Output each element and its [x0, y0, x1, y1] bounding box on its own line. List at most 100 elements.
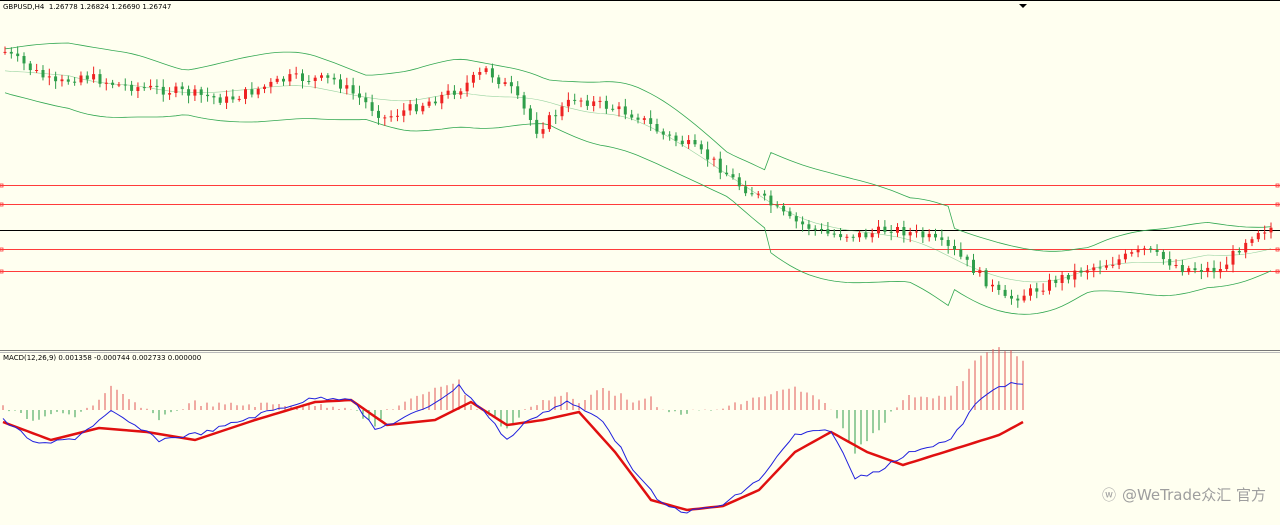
- level-handle-left[interactable]: [0, 183, 4, 188]
- candle-body: [1206, 267, 1210, 272]
- level-handle-left[interactable]: [0, 202, 4, 207]
- candle-body: [1180, 265, 1184, 273]
- candle-body: [1136, 249, 1140, 253]
- candle-body: [680, 140, 684, 145]
- candle-body: [547, 115, 551, 130]
- candle-body: [161, 86, 165, 95]
- candle-body: [142, 87, 146, 89]
- candle-body: [655, 124, 659, 132]
- candle-body: [636, 117, 640, 120]
- candle-body: [1085, 270, 1089, 273]
- candle-body: [1010, 295, 1013, 299]
- candle-body: [1199, 270, 1203, 272]
- candle-body: [35, 70, 39, 71]
- candle-body: [769, 195, 773, 206]
- macd-pane[interactable]: [2, 347, 1024, 514]
- candle-body: [275, 78, 279, 82]
- candle-body: [832, 233, 836, 235]
- candle-body: [579, 100, 583, 102]
- candle-body: [237, 98, 241, 100]
- candle-body: [149, 85, 153, 88]
- candle-body: [934, 233, 937, 238]
- price-pane[interactable]: [0, 0, 1280, 315]
- candle-body: [1155, 249, 1159, 252]
- candle-body: [414, 104, 418, 112]
- candle-body: [136, 87, 140, 91]
- candle-body: [1029, 288, 1032, 296]
- level-handle-right[interactable]: [1275, 183, 1280, 188]
- candle-body: [212, 96, 216, 98]
- level-handle-right[interactable]: [1275, 202, 1280, 207]
- level-handle-right[interactable]: [1275, 269, 1280, 274]
- candle-body: [642, 118, 646, 120]
- candle-body: [370, 102, 374, 111]
- candle-body: [288, 74, 292, 82]
- candle-body: [1218, 269, 1222, 273]
- macd-histogram: [2, 347, 1024, 454]
- candle-body: [1098, 267, 1102, 269]
- candle-body: [1003, 289, 1007, 296]
- candle-body: [484, 68, 488, 72]
- candle-body: [991, 284, 994, 287]
- candle-body: [731, 174, 735, 178]
- candle-body: [896, 227, 899, 233]
- candle-body: [187, 89, 191, 96]
- candle-body: [839, 234, 843, 238]
- chart-shift-marker-icon[interactable]: [1019, 4, 1027, 8]
- candle-body: [984, 270, 988, 287]
- candle-body: [174, 86, 178, 93]
- candle-body: [1212, 267, 1216, 273]
- watermark: ⓦ @WeTrade众汇 官方: [1102, 484, 1266, 505]
- candle-body: [313, 77, 317, 81]
- candle-body: [1263, 232, 1267, 234]
- ohlc-high: 1.26824: [80, 3, 109, 11]
- candle-body: [326, 75, 330, 78]
- candle-body: [927, 233, 931, 238]
- candle-body: [693, 140, 697, 145]
- candle-body: [864, 232, 868, 238]
- candle-body: [218, 97, 222, 103]
- candle-body: [1092, 267, 1096, 271]
- candle-body: [889, 231, 893, 233]
- ohlc-low: 1.26690: [111, 3, 141, 11]
- candle-body: [604, 100, 608, 109]
- candle-body: [807, 224, 811, 229]
- level-handle-left[interactable]: [0, 269, 4, 274]
- candle-body: [1073, 270, 1077, 280]
- candle-body: [282, 78, 285, 82]
- candle-body: [9, 51, 13, 54]
- candle-body: [560, 106, 564, 117]
- candle-body: [231, 96, 235, 100]
- candle-body: [630, 114, 634, 118]
- level-handle-right[interactable]: [1275, 247, 1280, 252]
- candle-body: [794, 216, 798, 222]
- ohlc-open: 1.26778: [48, 3, 78, 11]
- candle-body: [1256, 233, 1260, 240]
- candle-body: [54, 76, 58, 82]
- candle-body: [111, 82, 115, 85]
- candle-body: [1193, 268, 1197, 271]
- candle-body: [130, 84, 134, 91]
- candle-body: [225, 96, 229, 103]
- candle-body: [307, 81, 311, 82]
- candle-body: [1048, 279, 1051, 291]
- candle-body: [1060, 275, 1064, 283]
- symbol-name: GBPUSD,H4: [3, 3, 45, 11]
- candle-body: [1016, 298, 1020, 301]
- candle-body: [66, 79, 70, 82]
- candle-body: [1123, 253, 1127, 260]
- candle-body: [820, 229, 824, 230]
- candle-body: [1022, 295, 1026, 301]
- candle-body: [98, 74, 102, 84]
- level-handle-left[interactable]: [0, 247, 4, 252]
- candle-body: [1142, 248, 1146, 250]
- candle-body: [826, 229, 830, 234]
- candle-body: [1174, 265, 1178, 266]
- macd-indicator-label: MACD(12,26,9) 0.001358 -0.000744 0.00273…: [3, 354, 202, 362]
- candle-body: [28, 63, 32, 71]
- candle-body: [1225, 264, 1229, 269]
- candle-body: [3, 51, 7, 53]
- candle-body: [522, 95, 526, 109]
